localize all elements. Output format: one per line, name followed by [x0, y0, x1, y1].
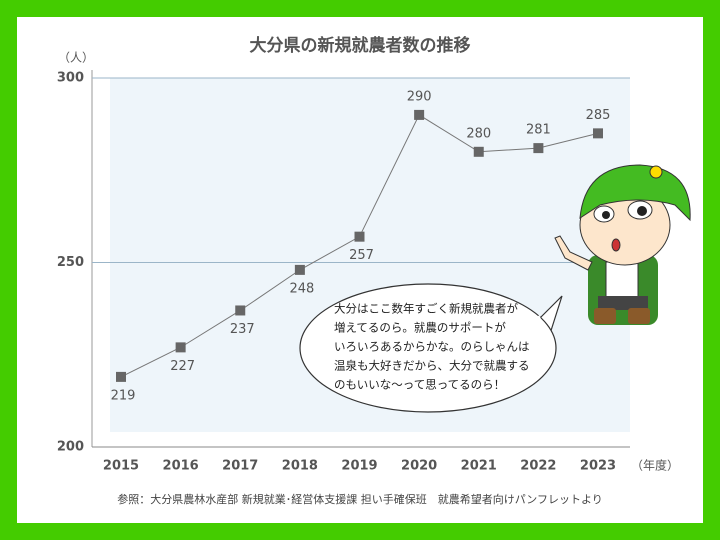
speech-bubble: 大分はここ数年すごく新規就農者が増えてるのら。就農のサポートがいろいろあるからか…	[299, 283, 563, 413]
marker	[354, 231, 365, 242]
marker	[414, 109, 425, 120]
bubble-text: 増えてるのら。就農のサポートが	[334, 321, 506, 335]
value-label: 285	[586, 108, 611, 123]
x-tick-label: 2015	[103, 459, 139, 474]
x-tick-label: 2022	[520, 459, 556, 474]
mascot-pupil	[637, 206, 647, 216]
value-label: 237	[230, 322, 255, 337]
mascot-hood	[579, 164, 691, 222]
bubble-text: いろいろあるからかな。のらしゃんは	[334, 340, 530, 354]
bubble-text: のもいいな～って思ってるのら！	[334, 378, 505, 392]
x-tick-label: 2019	[341, 459, 377, 474]
mascot-pupil	[602, 211, 610, 219]
x-tick-label: 2023	[580, 459, 616, 474]
bubble-text: 温泉も大好きだから、大分で就農する	[334, 359, 530, 373]
mascot-foot	[594, 308, 616, 324]
source-note: 参照：大分県農林水産部 新規就業･経営体支援課 担い手確保班 就農希望者向けパン…	[117, 492, 603, 506]
mascot-foot	[628, 308, 650, 324]
marker	[294, 264, 305, 275]
mascot	[554, 164, 691, 325]
marker	[175, 342, 186, 353]
marker	[533, 143, 544, 154]
mascot-mouth	[611, 238, 621, 252]
value-label: 219	[111, 388, 136, 403]
marker	[235, 305, 246, 316]
mascot-arm	[554, 235, 593, 271]
mascot-badge	[649, 165, 663, 179]
y-tick-label: 200	[57, 440, 84, 455]
x-unit: （年度）	[631, 458, 679, 473]
x-tick-label: 2020	[401, 459, 437, 474]
value-label: 227	[170, 359, 195, 374]
value-label: 281	[526, 123, 551, 138]
chart-title: 大分県の新規就農者数の推移	[250, 35, 471, 56]
x-tick-label: 2016	[163, 459, 199, 474]
y-tick-label: 300	[57, 71, 84, 86]
y-unit: （人）	[58, 51, 94, 65]
marker	[116, 371, 126, 382]
marker	[473, 146, 484, 157]
bubble-join	[536, 315, 550, 339]
marker	[593, 128, 603, 139]
value-label: 280	[466, 126, 491, 141]
mascot-belt	[598, 296, 648, 310]
y-tick-label: 250	[57, 255, 84, 270]
x-tick-label: 2021	[461, 459, 497, 474]
bubble-body	[299, 283, 557, 413]
value-label: 257	[349, 248, 374, 263]
x-tick-label: 2017	[222, 459, 258, 474]
value-label: 290	[407, 89, 432, 104]
value-label: 248	[289, 281, 314, 296]
bubble-text: 大分はここ数年すごく新規就農者が	[334, 302, 518, 316]
mascot-shirt	[605, 261, 639, 299]
x-tick-label: 2018	[282, 459, 318, 474]
